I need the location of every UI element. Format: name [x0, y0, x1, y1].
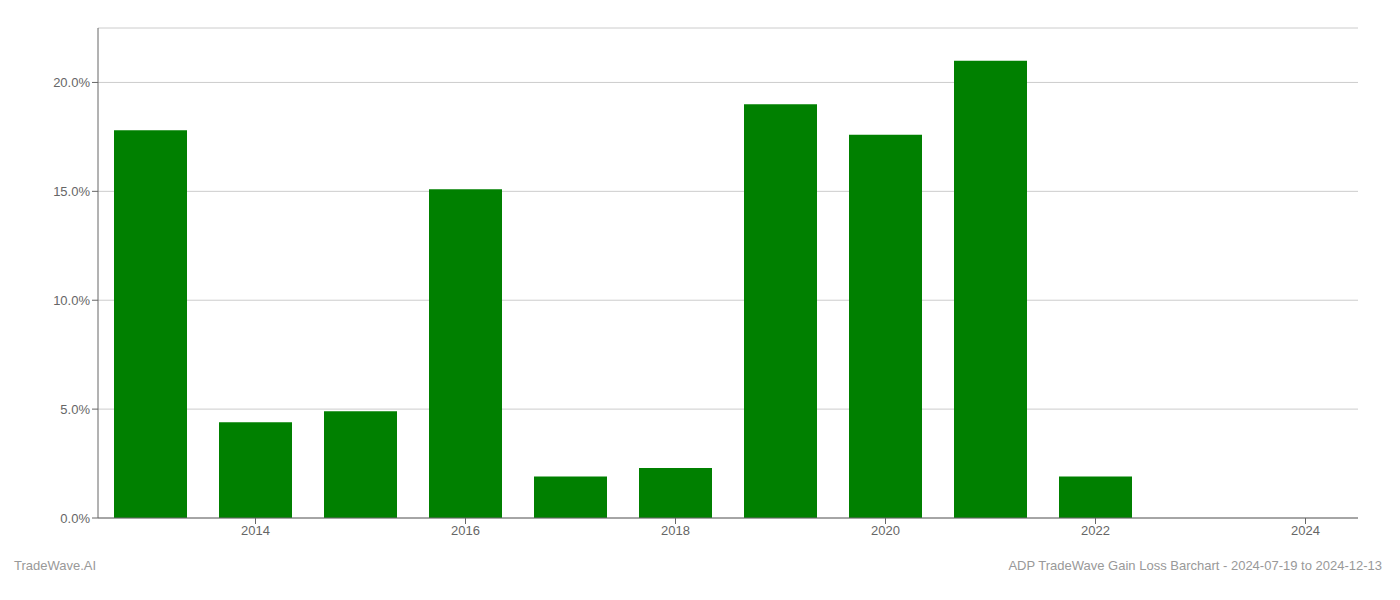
svg-text:20.0%: 20.0%	[53, 75, 90, 90]
svg-text:5.0%: 5.0%	[60, 402, 90, 417]
svg-text:2020: 2020	[871, 523, 900, 538]
html-text:ADP TradeWave Gain Loss Barcha: ADP TradeWave Gain Loss Barchart - 2024-…	[1008, 558, 1382, 573]
svg-text:2014: 2014	[241, 523, 270, 538]
svg-text:0.0%: 0.0%	[60, 511, 90, 526]
svg-text:2018: 2018	[661, 523, 690, 538]
svg-text:10.0%: 10.0%	[53, 293, 90, 308]
html-text:TradeWave.AI: TradeWave.AI	[14, 558, 97, 573]
svg-text:15.0%: 15.0%	[53, 184, 90, 199]
svg-text:2016: 2016	[451, 523, 480, 538]
svg-text:2022: 2022	[1081, 523, 1110, 538]
svg-text:2024: 2024	[1291, 523, 1320, 538]
